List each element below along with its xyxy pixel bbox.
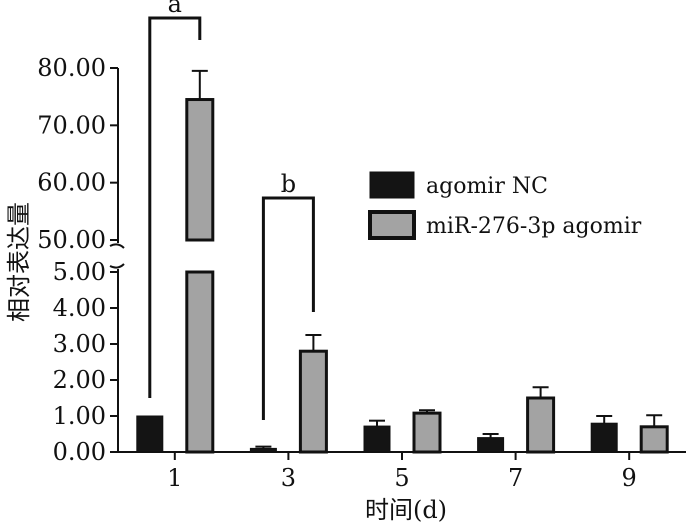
legend-swatch-miR-276-3p-agomir [368, 210, 416, 240]
legend-label-miR-276-3p-agomir: miR-276-3p agomir [426, 214, 642, 239]
legend: agomir NC miR-276-3p agomir [368, 171, 642, 240]
bar-miR-276-3p-agomir-3 [298, 349, 328, 454]
significance-label-a: a [168, 0, 182, 18]
plot-marks [136, 69, 669, 454]
y-tick-label: 0.00 [53, 438, 106, 466]
bar-agomir-NC-1 [136, 415, 164, 453]
significance-annotations: ab [148, 0, 315, 420]
x-tick-label: 9 [622, 464, 637, 492]
legend-label-agomir-NC: agomir NC [426, 174, 548, 199]
y-tick-label: 60.00 [37, 169, 106, 197]
x-tick-label: 7 [508, 464, 523, 492]
bar-agomir-NC-9 [590, 422, 618, 453]
significance-bracket-a [148, 16, 202, 398]
bar-miR-276-3p-agomir-1-lower [185, 270, 215, 454]
bar-miR-276-3p-agomir-5 [412, 411, 442, 454]
y-axis-title: 相对表达量 [5, 202, 33, 322]
bar-miR-276-3p-agomir-9 [639, 425, 669, 454]
y-tick-label: 4.00 [53, 294, 106, 322]
significance-bracket-b [261, 196, 315, 420]
significance-label-b: b [281, 170, 296, 198]
y-tick-label: 70.00 [37, 111, 106, 139]
x-tick-label: 1 [167, 464, 182, 492]
axes: 0.00 1.00 2.00 3.00 4.00 5.00 50.00 60.00 70.00 8… [37, 54, 686, 492]
y-tick-label: 5.00 [53, 258, 106, 286]
y-tick-label: 80.00 [37, 54, 106, 82]
y-tick-label: 3.00 [53, 330, 106, 358]
bar-miR-276-3p-agomir-7 [526, 396, 556, 454]
y-tick-label: 1.00 [53, 402, 106, 430]
y-tick-label: 50.00 [37, 226, 106, 254]
legend-swatch-agomir-NC [369, 171, 415, 199]
x-tick-label: 5 [394, 464, 409, 492]
y-tick-label: 2.00 [53, 366, 106, 394]
x-tick-label: 3 [281, 464, 296, 492]
bar-agomir-NC-5 [363, 425, 391, 453]
bar-miR-276-3p-agomir-1-upper [185, 98, 215, 242]
x-axis-title: 时间(d) [365, 496, 447, 524]
axis-break-mark-bottom [109, 263, 125, 269]
bar-agomir-NC-7 [477, 437, 505, 453]
axis-break-mark-top [109, 243, 125, 249]
